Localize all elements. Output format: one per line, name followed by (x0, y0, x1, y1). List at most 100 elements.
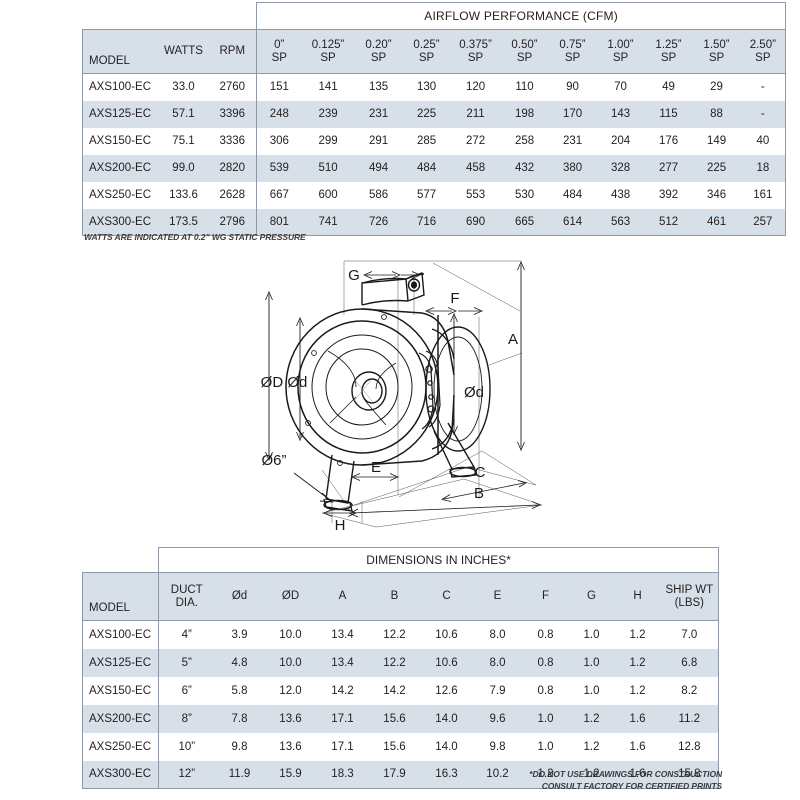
airflow-cell-cfm: 494 (354, 154, 403, 182)
airflow-cell-watts: 99.0 (158, 154, 209, 182)
dims-cell-value: 1.6 (614, 760, 661, 789)
airflow-performance-table: AIRFLOW PERFORMANCE (CFM) MODEL WATTS RP… (82, 2, 787, 236)
watts-note: WATTS ARE INDICATED AT 0.2” WG STATIC PR… (84, 232, 306, 242)
dims-cell-value: 12.2 (368, 648, 421, 677)
dims-cell-value: 13.6 (264, 732, 317, 761)
airflow-cell-cfm: 110 (500, 73, 549, 101)
dims-column-header-a: A (316, 572, 369, 621)
airflow-cell-cfm: 380 (548, 154, 597, 182)
airflow-cell-cfm: 306 (256, 127, 302, 155)
airflow-cell-cfm: 432 (500, 154, 549, 182)
dims-cell-value: 1.2 (614, 648, 661, 677)
airflow-cell-cfm: 510 (301, 154, 355, 182)
dims-column-header-f: F (522, 572, 569, 621)
dims-cell-model: AXS100-EC (82, 620, 159, 649)
dims-cell-value: 12.8 (660, 732, 720, 761)
airflow-cell-cfm: 741 (301, 208, 355, 236)
dims-cell-value: 15.8 (660, 760, 720, 789)
dims-cell-value: 14.2 (368, 676, 421, 705)
drawing-label-f: F (450, 290, 459, 307)
airflow-cell-cfm: 161 (740, 181, 787, 209)
dims-cell-value: 3.9 (214, 620, 265, 649)
airflow-cell-cfm: 484 (402, 154, 451, 182)
drawing-label-od-right: Ød (464, 384, 484, 401)
airflow-cell-cfm: 120 (450, 73, 501, 101)
airflow-cell-cfm: 176 (644, 127, 693, 155)
column-header-sp-150: 1.50” SP (692, 29, 741, 74)
airflow-cell-cfm: 198 (500, 100, 549, 128)
dims-row: AXS300-EC 12” 11.9 15.9 18.3 17.9 16.3 10.2 1.2 1… (82, 760, 720, 789)
dims-cell-model: AXS150-EC (82, 676, 159, 705)
airflow-cell-cfm: 665 (500, 208, 549, 236)
airflow-cell-rpm: 3336 (208, 127, 258, 155)
dims-cell-value: 15.6 (368, 732, 421, 761)
drawing-label-o6: Ø6” (261, 452, 286, 469)
airflow-cell-cfm: 211 (450, 100, 501, 128)
airflow-cell-rpm: 3396 (208, 100, 258, 128)
airflow-cell-cfm: 277 (644, 154, 693, 182)
airflow-cell-cfm: 285 (402, 127, 451, 155)
airflow-cell-model: AXS200-EC (82, 154, 159, 182)
airflow-cell-cfm: 70 (596, 73, 645, 101)
airflow-cell-watts: 173.5 (158, 208, 209, 236)
column-header-sp-0375: 0.375” SP (450, 29, 501, 74)
airflow-cell-cfm: 461 (692, 208, 741, 236)
dims-cell-value: 6.8 (660, 648, 720, 677)
drawing-label-h: H (335, 517, 346, 534)
dims-cell-value: 1.2 (568, 760, 615, 789)
airflow-cell-cfm: 726 (354, 208, 403, 236)
column-header-sp-075: 0.75” SP (548, 29, 597, 74)
drawing-label-g: G (348, 267, 360, 284)
airflow-cell-cfm: 577 (402, 181, 451, 209)
airflow-cell-rpm: 2760 (208, 73, 258, 101)
airflow-group-header-row: AIRFLOW PERFORMANCE (CFM) (82, 2, 787, 30)
airflow-cell-cfm: 248 (256, 100, 302, 128)
airflow-cell-cfm: 539 (256, 154, 302, 182)
dims-row: AXS100-EC 4” 3.9 10.0 13.4 12.2 10.6 8.0 0.8 1.0 1… (82, 620, 720, 649)
dims-row: AXS125-EC 5” 4.8 10.0 13.4 12.2 10.6 8.0 0.8 1.0 1… (82, 648, 720, 677)
dims-cell-value: 10.6 (420, 648, 473, 677)
airflow-cell-cfm: 438 (596, 181, 645, 209)
column-header-sp-0125: 0.125” SP (301, 29, 355, 74)
drawing-disclaimer-note: *DO NOT USE DRAWINGS FOR CONSTRUCTION CO… (529, 768, 722, 793)
airflow-cell-cfm: 512 (644, 208, 693, 236)
airflow-cell-cfm: 149 (692, 127, 741, 155)
airflow-cell-rpm: 2820 (208, 154, 258, 182)
dims-column-header-model: MODEL (82, 572, 159, 621)
airflow-cell-cfm: 716 (402, 208, 451, 236)
airflow-cell-cfm: 40 (740, 127, 787, 155)
dims-cell-value: 11.9 (214, 760, 265, 789)
dims-cell-value: 10.0 (264, 648, 317, 677)
airflow-cell-rpm: 2796 (208, 208, 258, 236)
dims-cell-value: 8” (158, 704, 215, 733)
dims-cell-value: 7.9 (472, 676, 523, 705)
dims-cell-model: AXS300-EC (82, 760, 159, 789)
dims-cell-value: 15.6 (368, 704, 421, 733)
column-header-watts: WATTS (158, 29, 209, 74)
dims-cell-value: 8.0 (472, 648, 523, 677)
dims-cell-value: 8.2 (660, 676, 720, 705)
airflow-cell-model: AXS100-EC (82, 73, 159, 101)
dims-column-header-ship-wt: SHIP WT (LBS) (660, 572, 720, 621)
airflow-cell-cfm: 690 (450, 208, 501, 236)
dims-cell-value: 4” (158, 620, 215, 649)
drawing-label-od-odd: ØD Ød (261, 374, 308, 391)
dims-cell-model: AXS125-EC (82, 648, 159, 677)
dims-cell-value: 14.0 (420, 704, 473, 733)
dims-column-header-c: C (420, 572, 473, 621)
airflow-cell-cfm: 225 (402, 100, 451, 128)
airflow-cell-cfm: 272 (450, 127, 501, 155)
airflow-cell-cfm: 600 (301, 181, 355, 209)
dims-cell-value: 11.2 (660, 704, 720, 733)
airflow-cell-cfm: - (740, 100, 787, 128)
airflow-cell-model: AXS125-EC (82, 100, 159, 128)
column-header-sp-050: 0.50” SP (500, 29, 549, 74)
dims-cell-value: 9.8 (214, 732, 265, 761)
airflow-header-spacer (82, 2, 257, 30)
dims-cell-value: 16.3 (420, 760, 473, 789)
dims-column-header-duct-dia: DUCT DIA. (158, 572, 215, 621)
dims-cell-value: 1.6 (614, 704, 661, 733)
airflow-cell-cfm: 18 (740, 154, 787, 182)
dims-cell-value: 1.6 (614, 732, 661, 761)
airflow-cell-cfm: 801 (256, 208, 302, 236)
